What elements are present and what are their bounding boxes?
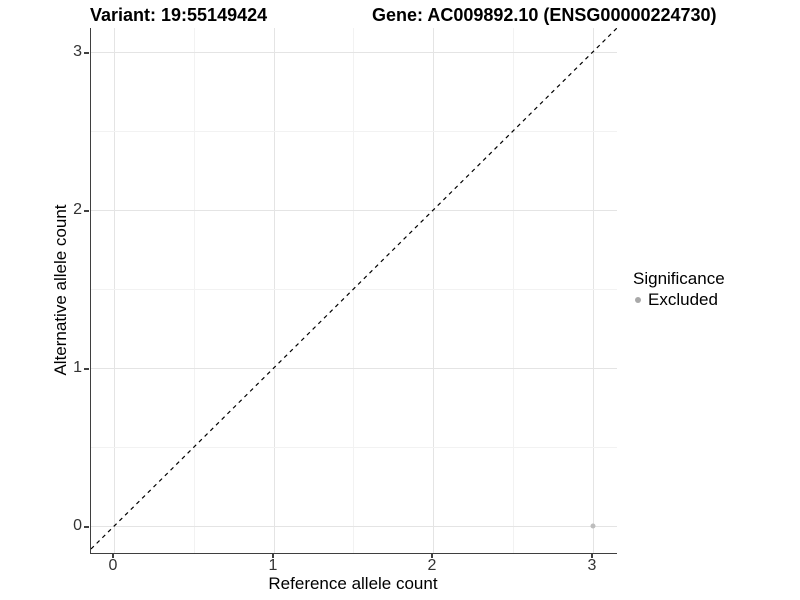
y-tick-mark — [84, 368, 89, 370]
gridline-major-vertical — [433, 28, 434, 553]
plot-title-variant: Variant: 19:55149424 — [90, 5, 268, 25]
gridline-minor-horizontal — [91, 289, 617, 290]
x-tick-label: 2 — [427, 557, 437, 574]
gridline-major-vertical — [274, 28, 275, 553]
y-tick-label: 1 — [73, 359, 82, 376]
legend-item-label: Excluded — [648, 290, 718, 309]
y-tick-mark — [84, 526, 89, 528]
legend-title: Significance — [633, 269, 725, 288]
y-tick-label: 3 — [73, 43, 82, 60]
y-axis-title: Alternative allele count — [51, 204, 70, 376]
y-tick-mark — [84, 210, 89, 212]
x-tick-label: 1 — [268, 557, 278, 574]
legend-item-excluded: Excluded — [630, 290, 795, 309]
plot-title-gene: Gene: AC009892.10 (ENSG00000224730) — [372, 5, 717, 25]
y-tick-mark — [84, 52, 89, 54]
legend: Significance Excluded — [630, 269, 795, 309]
x-axis-title: Reference allele count — [268, 574, 438, 593]
y-tick-label: 0 — [73, 517, 82, 534]
x-tick-mark — [272, 553, 274, 558]
data-point-excluded — [590, 523, 596, 529]
x-tick-mark — [112, 553, 114, 558]
identity-line-svg — [91, 28, 617, 550]
legend-dot-icon — [635, 296, 641, 303]
x-tick-label: 3 — [587, 557, 597, 574]
identity-dashed-line — [91, 28, 617, 550]
gridline-minor-horizontal — [91, 447, 617, 448]
x-tick-mark — [431, 553, 433, 558]
gridline-major-horizontal — [91, 368, 617, 369]
y-tick-label: 2 — [73, 201, 82, 218]
gridline-minor-horizontal — [91, 131, 617, 132]
gridline-major-vertical — [593, 28, 594, 553]
gridline-minor-vertical — [513, 28, 514, 553]
plot-panel — [90, 28, 617, 554]
gridline-major-horizontal — [91, 210, 617, 211]
gridline-major-vertical — [114, 28, 115, 553]
gridline-minor-vertical — [353, 28, 354, 553]
gridline-major-horizontal — [91, 52, 617, 53]
gridline-major-horizontal — [91, 526, 617, 527]
x-tick-label: 0 — [108, 557, 118, 574]
gridline-minor-vertical — [194, 28, 195, 553]
x-tick-mark — [591, 553, 593, 558]
